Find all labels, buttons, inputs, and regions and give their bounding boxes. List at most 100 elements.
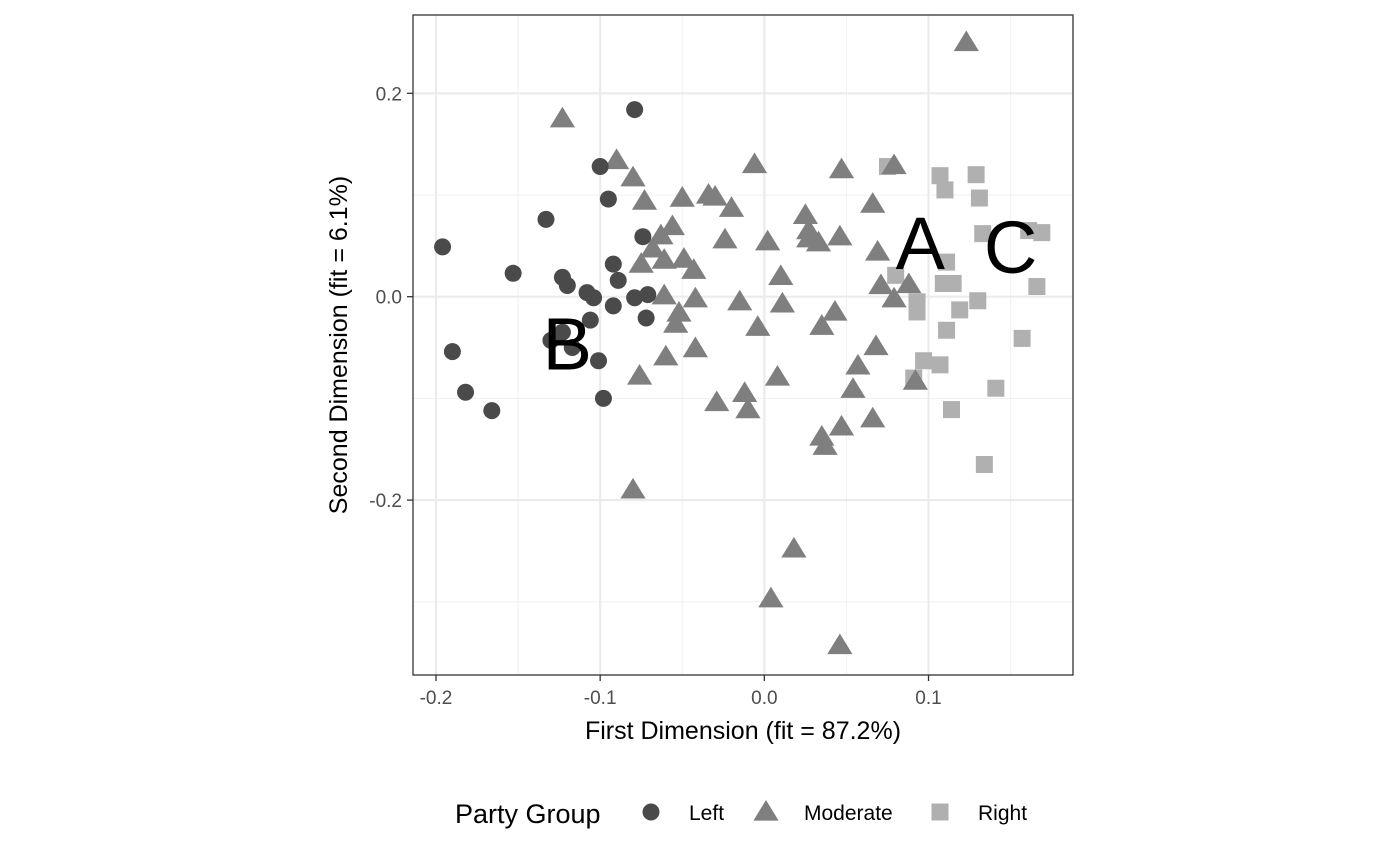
panel-border — [412, 14, 1074, 676]
point-moderate — [549, 106, 576, 128]
x-tick-label: 0.1 — [915, 688, 941, 709]
point-moderate — [663, 312, 689, 333]
point-moderate — [704, 390, 730, 412]
point-right — [938, 253, 956, 271]
point-moderate — [718, 196, 745, 217]
point-moderate — [792, 203, 818, 224]
x-axis-title: First Dimension (fit = 87.2%) — [585, 717, 901, 745]
point-left — [626, 289, 644, 307]
point-moderate — [741, 152, 768, 174]
point-right — [1028, 278, 1046, 296]
point-moderate — [620, 165, 646, 187]
y-tick-label: 0.2 — [376, 84, 402, 105]
point-right — [943, 401, 961, 419]
point-moderate — [712, 227, 738, 249]
point-moderate — [735, 397, 761, 419]
point-moderate — [653, 344, 679, 366]
point-left — [483, 402, 501, 420]
point-moderate — [626, 364, 653, 385]
legend-key-moderate — [753, 800, 779, 821]
point-moderate — [845, 353, 871, 375]
point-left — [504, 264, 522, 282]
point-moderate — [681, 258, 707, 279]
point-right — [987, 379, 1005, 397]
point-right — [974, 225, 992, 243]
legend-label-moderate: Moderate — [804, 802, 893, 825]
point-left — [626, 101, 644, 119]
point-left — [591, 158, 609, 176]
point-right — [969, 292, 987, 310]
legend-key-right — [931, 803, 949, 821]
legend: Party Group Left Moderate Right — [455, 799, 1027, 829]
point-moderate — [896, 272, 922, 294]
point-moderate — [809, 314, 835, 335]
annotations: A B C — [543, 202, 1038, 386]
point-moderate — [727, 289, 753, 311]
point-moderate — [805, 230, 832, 252]
point-moderate — [828, 414, 855, 436]
point-left — [553, 323, 571, 341]
point-moderate — [702, 185, 728, 206]
point-right — [1013, 329, 1031, 347]
point-moderate — [902, 369, 928, 390]
point-left — [581, 311, 599, 329]
point-left — [599, 190, 617, 208]
point-moderate — [628, 252, 654, 273]
point-moderate — [822, 299, 848, 321]
point-right — [931, 167, 949, 185]
point-moderate — [640, 236, 666, 258]
x-tick-label: 0.0 — [751, 688, 777, 709]
point-moderate — [827, 224, 853, 246]
x-tick-label: -0.1 — [584, 688, 617, 709]
point-left — [443, 343, 461, 361]
point-left — [537, 210, 555, 228]
x-tick-label: -0.2 — [420, 688, 453, 709]
point-right — [915, 352, 933, 370]
point-right — [970, 189, 988, 207]
point-right — [1033, 224, 1051, 242]
point-moderate — [682, 286, 708, 308]
point-moderate — [828, 157, 855, 179]
point-left — [434, 238, 452, 256]
point-moderate — [671, 247, 697, 268]
annotation-label: A — [896, 202, 946, 285]
annotation-label: B — [543, 302, 592, 385]
point-moderate — [953, 30, 979, 52]
point-left — [634, 228, 652, 246]
point-moderate — [796, 218, 822, 240]
point-moderate — [868, 273, 894, 295]
y-tick-label: -0.2 — [369, 491, 402, 512]
point-right — [938, 321, 956, 339]
point-moderate — [860, 192, 886, 213]
point-moderate — [755, 229, 781, 251]
legend-key-left — [642, 803, 660, 821]
point-moderate — [666, 300, 692, 322]
data-points — [434, 30, 1051, 655]
point-moderate — [631, 189, 658, 210]
point-moderate — [669, 186, 695, 207]
point-left — [457, 383, 475, 401]
point-moderate — [620, 477, 646, 499]
y-tick-label: 0.0 — [376, 288, 402, 309]
annotation-label: C — [984, 206, 1037, 289]
point-right — [975, 455, 993, 473]
point-moderate — [769, 291, 796, 313]
point-left — [563, 339, 581, 357]
legend-label-right: Right — [978, 802, 1027, 825]
point-moderate — [732, 381, 758, 402]
point-moderate — [603, 148, 630, 170]
point-right — [944, 274, 962, 292]
point-left — [637, 309, 655, 327]
point-left — [639, 286, 657, 304]
point-right — [887, 266, 905, 284]
point-left — [558, 277, 576, 295]
point-right — [908, 303, 926, 321]
axes: -0.2 -0.1 0.0 0.1 -0.2 0.0 0.2 — [369, 84, 941, 709]
point-right — [951, 301, 969, 319]
point-left — [594, 389, 612, 407]
point-moderate — [812, 434, 838, 455]
point-moderate — [863, 334, 889, 356]
point-right — [967, 166, 985, 184]
point-moderate — [764, 365, 791, 386]
